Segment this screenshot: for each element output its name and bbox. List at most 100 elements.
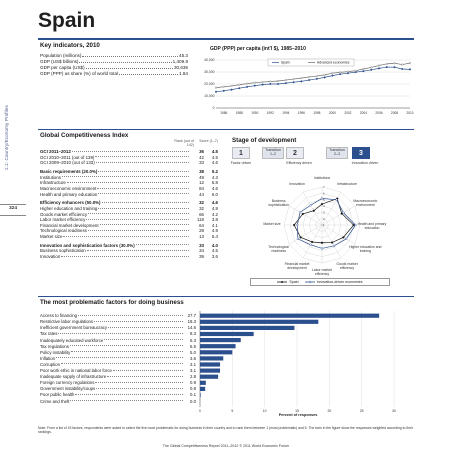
gci-row-rank: 42 bbox=[199, 154, 204, 160]
gci-row: Health and primary education 44 6.0 bbox=[40, 191, 218, 197]
key-indicator-row: GDP (US$ billions) 1,409.9 bbox=[40, 59, 188, 65]
problematic-factor-value: 0.9 bbox=[190, 380, 196, 386]
gdp-series-line-0 bbox=[215, 66, 411, 93]
gdp-point bbox=[253, 81, 256, 84]
legend-innovation-swatch bbox=[304, 280, 315, 284]
radar-point bbox=[335, 198, 338, 201]
gdp-point bbox=[385, 66, 388, 69]
gci-row-label: Basic requirements (20.0%) bbox=[40, 169, 98, 175]
gci-row: Infrastructure 12 5.8 bbox=[40, 180, 218, 186]
key-indicator-value: 45.3 bbox=[179, 53, 188, 58]
gci-row-label: Higher education and training bbox=[40, 206, 98, 212]
gci-row-score: 5.2 bbox=[211, 169, 218, 175]
problematic-factor-value: 6.3 bbox=[190, 337, 196, 343]
gci-row: Higher education and training 32 4.9 bbox=[40, 206, 218, 212]
problematic-xlabel: Percent of responses bbox=[278, 413, 318, 417]
dot-leader bbox=[88, 213, 189, 215]
gdp-legend-label: Advanced economies bbox=[317, 61, 350, 65]
gci-row-rank: 12 bbox=[199, 180, 204, 186]
gci-row-label: Efficiency enhancers (50.0%) bbox=[40, 200, 101, 206]
stage-transition-label: Transition 1–2 bbox=[265, 148, 281, 156]
dot-leader bbox=[95, 161, 189, 163]
gdp-point bbox=[238, 83, 241, 86]
radar-spoke bbox=[321, 224, 342, 258]
gdp-xtick-label: 1992 bbox=[267, 111, 274, 115]
gdp-point bbox=[277, 80, 280, 83]
problematic-factor-label: Inadequate supply of infrastructure bbox=[40, 374, 107, 380]
pf-bar bbox=[200, 319, 319, 324]
gci-row-rank: 36 bbox=[199, 149, 204, 155]
gci-row: Macroeconomic environment 84 4.6 bbox=[40, 186, 218, 192]
gdp-point bbox=[370, 68, 373, 71]
gci-row-score: 4.0 bbox=[211, 242, 218, 248]
dot-leader bbox=[119, 71, 179, 76]
problematic-factor-label: Policy instability bbox=[40, 349, 71, 355]
gdp-point bbox=[385, 62, 388, 65]
dot-leader bbox=[97, 187, 189, 189]
stage-box-2: 2 bbox=[286, 147, 304, 159]
gdp-point bbox=[331, 74, 334, 77]
problematic-factor-row: Access to financing 27.7 bbox=[40, 313, 196, 318]
problematic-factor-row: Inflation 3.6 bbox=[40, 356, 196, 361]
dot-leader bbox=[98, 170, 189, 172]
radar-point bbox=[345, 237, 348, 241]
problematic-factor-row: Tax regulations 5.5 bbox=[40, 344, 196, 349]
gci-row-rank: 119 bbox=[197, 217, 204, 223]
pf-bar bbox=[200, 338, 241, 343]
radar-tick-label: 3 bbox=[323, 211, 325, 215]
dot-leader bbox=[85, 65, 173, 70]
radar-pillar-label: Macroeconomic environment bbox=[353, 199, 378, 207]
gdp-point bbox=[277, 83, 280, 86]
gci-row-label: Innovation bbox=[40, 254, 61, 260]
gci-row: GCI 2009–2010 (out of 133) 33 4.6 bbox=[40, 160, 218, 166]
legend-spain: Spain bbox=[277, 280, 299, 284]
pf-xtick-label: 25 bbox=[360, 409, 364, 413]
gdp-point bbox=[253, 84, 256, 87]
pf-bar bbox=[200, 386, 206, 391]
gci-row-label: Business sophistication bbox=[40, 248, 86, 254]
gdp-point bbox=[315, 77, 318, 80]
gci-row-score: 4.5 bbox=[211, 248, 218, 254]
pf-bar bbox=[200, 362, 221, 367]
gci-row-label: Market size bbox=[40, 234, 63, 240]
gdp-point bbox=[362, 67, 365, 70]
title-rule bbox=[38, 38, 414, 40]
problematic-factor-row: Foreign currency regulations 0.9 bbox=[40, 380, 196, 385]
problematic-title: The most problematic factors for doing b… bbox=[40, 299, 184, 306]
gdp-point bbox=[401, 63, 404, 66]
dot-leader bbox=[69, 345, 183, 347]
gdp-ytick-label: 30,000 bbox=[204, 70, 214, 74]
page-number: 324 bbox=[0, 204, 27, 216]
gci-row-score: 5.8 bbox=[211, 180, 218, 186]
gci-row-label: Financial market development bbox=[40, 222, 99, 228]
stage-box-3: 3 bbox=[352, 147, 370, 159]
gdp-ytick-label: 40,000 bbox=[204, 58, 214, 62]
gci-row-score: 5.4 bbox=[211, 234, 218, 240]
dot-leader bbox=[101, 201, 189, 203]
gci-row: GCI 2011–2012 36 4.5 bbox=[40, 149, 218, 155]
problematic-factor-value: 14.6 bbox=[187, 325, 196, 331]
radar-point bbox=[309, 243, 312, 246]
problematic-factor-value: 0.8 bbox=[190, 386, 196, 392]
dot-leader bbox=[71, 351, 183, 353]
radar-pillar-label: Financial market development bbox=[284, 261, 310, 270]
radar-spoke bbox=[302, 192, 323, 226]
key-indicator-row: Population (millions) 45.3 bbox=[40, 53, 188, 59]
gci-row-rank: 84 bbox=[199, 186, 204, 192]
problematic-factor-row: Corruption 3.1 bbox=[40, 362, 196, 367]
radar-pillar-label: Institutions bbox=[313, 176, 331, 180]
problematic-factor-row: Inadequate supply of infrastructure 2.8 bbox=[40, 374, 196, 379]
radar-spoke bbox=[321, 224, 355, 245]
gci-row: Institutions 49 4.3 bbox=[40, 175, 218, 181]
gci-row-score: 6.0 bbox=[211, 191, 218, 197]
gdp-point bbox=[323, 73, 326, 76]
problematic-factor-value: 27.7 bbox=[187, 313, 196, 319]
gci-row-label: Innovation and sophistication factors (3… bbox=[40, 242, 135, 248]
radar-tick-label: 2 bbox=[323, 217, 325, 221]
dot-leader bbox=[96, 387, 183, 389]
dot-leader bbox=[71, 150, 189, 152]
legend-innovation-label: Innovation-driven economies bbox=[316, 280, 363, 284]
dot-leader bbox=[108, 326, 183, 328]
gdp-xtick-label: 2006 bbox=[375, 111, 382, 115]
dot-leader bbox=[61, 363, 183, 365]
